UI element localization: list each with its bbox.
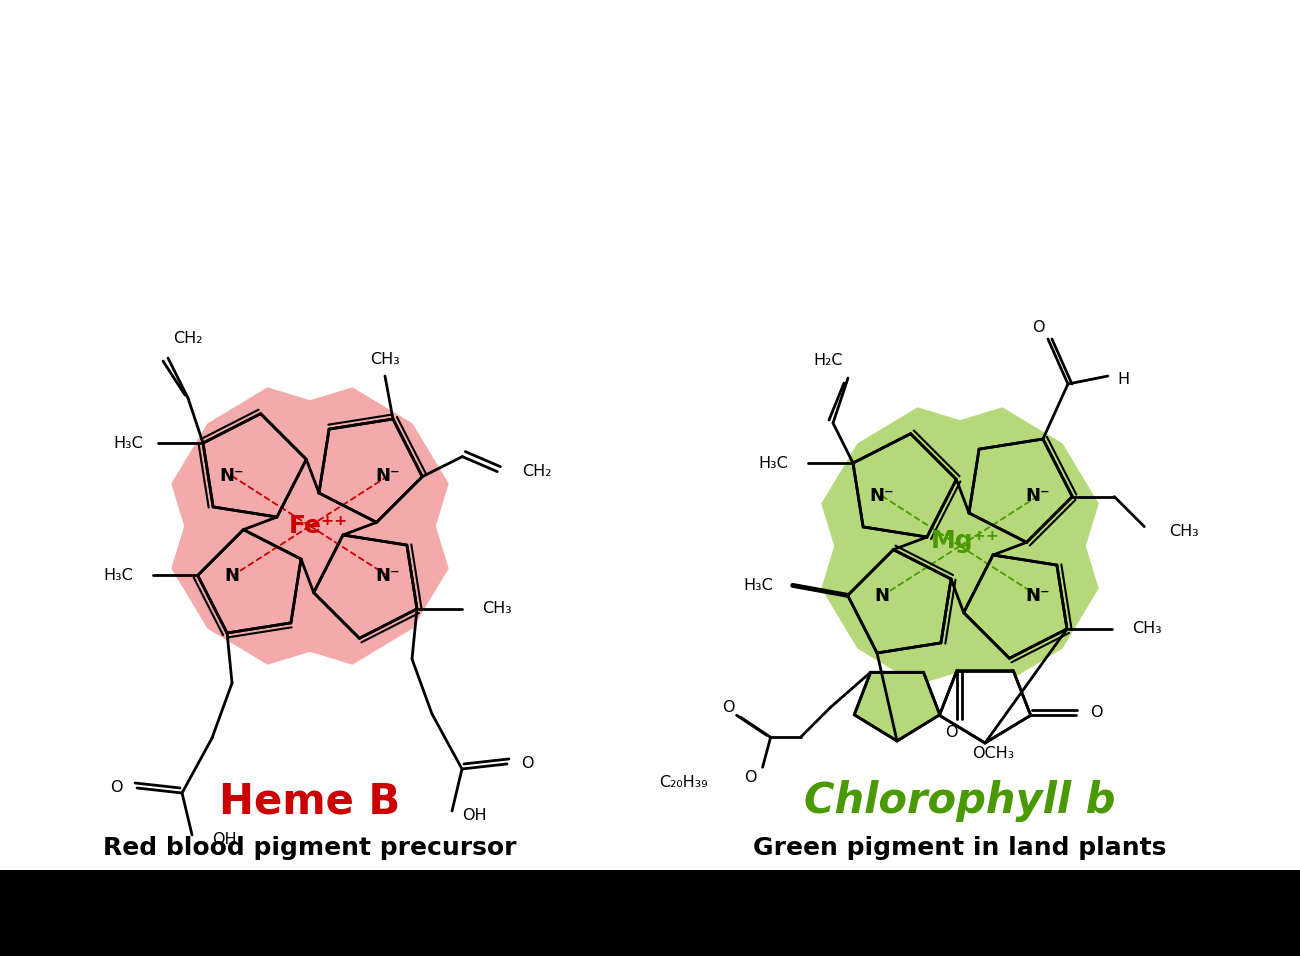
Polygon shape [198,530,302,633]
Polygon shape [172,387,448,664]
Polygon shape [318,419,422,522]
Text: O: O [945,726,958,740]
Text: N: N [225,567,239,585]
Text: CH₂: CH₂ [173,331,203,345]
Text: O: O [521,756,533,771]
Polygon shape [963,555,1067,659]
Text: H₃C: H₃C [103,568,133,583]
Text: H₃C: H₃C [742,577,772,593]
Text: O: O [745,770,757,785]
Polygon shape [968,439,1072,542]
Polygon shape [313,535,417,639]
Bar [0,870,1300,956]
Text: Chlorophyll b: Chlorophyll b [805,780,1115,822]
Text: alamy: alamy [55,899,150,927]
Polygon shape [822,407,1098,684]
Text: N⁻: N⁻ [220,467,244,485]
Text: C₂₀H₃₉: C₂₀H₃₉ [659,774,707,790]
Polygon shape [848,550,952,653]
Text: O: O [1089,705,1102,720]
Text: OCH₃: OCH₃ [972,746,1014,761]
Text: H₃C: H₃C [758,456,788,470]
Text: OH: OH [462,809,486,823]
Text: OH: OH [212,833,237,847]
Text: CH₃: CH₃ [1132,621,1162,637]
Text: N: N [875,587,889,605]
Text: N⁻: N⁻ [1026,587,1050,605]
Text: O: O [723,700,734,715]
Text: Red blood pigment precursor: Red blood pigment precursor [103,836,517,860]
Text: O: O [111,780,124,795]
Text: H₃C: H₃C [113,436,143,450]
Polygon shape [853,434,957,537]
Text: Heme B: Heme B [220,780,400,822]
Text: N⁻: N⁻ [376,467,400,485]
Text: H: H [1117,372,1128,386]
Text: Image ID: 2PGT451: Image ID: 2PGT451 [1119,891,1240,904]
Text: CH₂: CH₂ [523,464,551,479]
Text: N⁻: N⁻ [870,487,894,505]
Text: www.alamy.com: www.alamy.com [1139,925,1240,939]
Polygon shape [940,670,1031,743]
Text: Green pigment in land plants: Green pigment in land plants [753,836,1166,860]
Text: CH₃: CH₃ [1169,524,1199,539]
Text: O: O [1032,319,1044,335]
Text: N⁻: N⁻ [1026,487,1050,505]
Polygon shape [203,414,307,517]
Text: CH₃: CH₃ [482,601,512,617]
Text: Mg⁺⁺: Mg⁺⁺ [931,529,1000,553]
Text: Fe⁺⁺: Fe⁺⁺ [289,514,347,538]
Text: N⁻: N⁻ [376,567,400,585]
Text: CH₃: CH₃ [370,352,400,366]
Polygon shape [854,672,940,741]
Text: H₂C: H₂C [814,353,842,367]
